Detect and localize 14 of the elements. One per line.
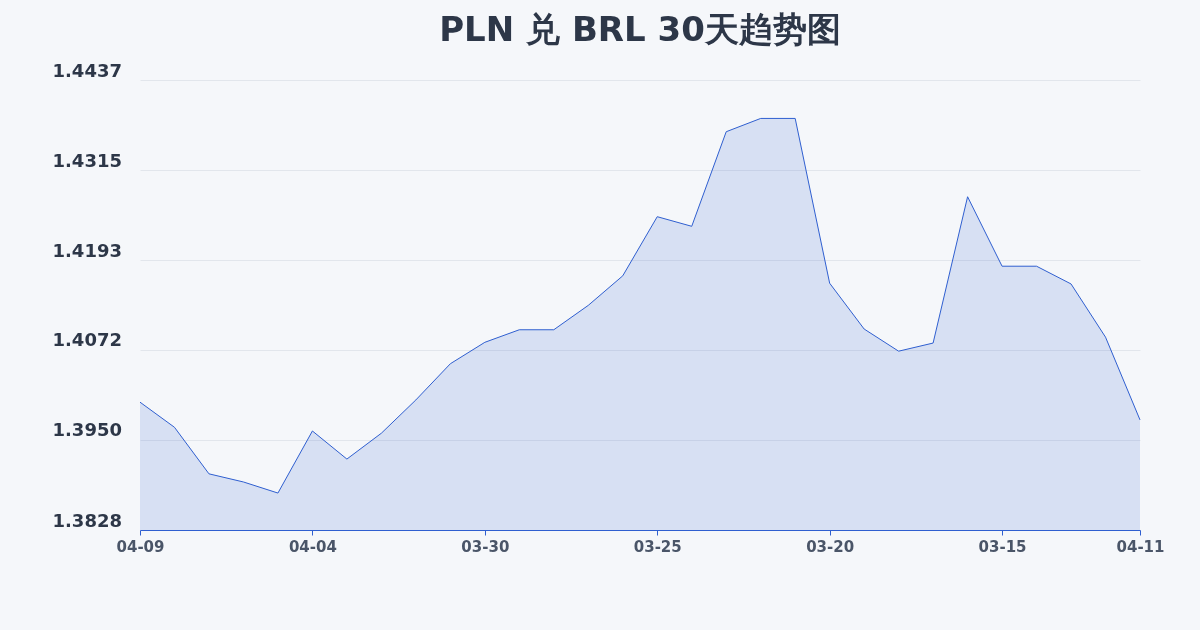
x-tick-label: 03-20 — [806, 537, 855, 556]
x-tick-label: 04-09 — [116, 537, 165, 556]
x-tick-label: 03-30 — [461, 537, 510, 556]
x-tick-label: 04-04 — [288, 537, 337, 556]
y-tick-label: 1.4437 — [52, 59, 122, 81]
y-tick-label: 1.3828 — [52, 509, 122, 531]
y-tick-label: 1.4315 — [52, 149, 122, 171]
x-tick-label: 03-15 — [978, 537, 1027, 556]
x-tick-label: 04-11 — [1116, 537, 1165, 556]
y-tick-label: 1.3950 — [52, 419, 122, 441]
chart-title: PLN 兑 BRL 30天趋势图 — [439, 9, 841, 49]
y-tick-label: 1.4072 — [52, 329, 122, 351]
x-tick-label: 03-25 — [633, 537, 682, 556]
y-tick-label: 1.4193 — [52, 239, 122, 261]
